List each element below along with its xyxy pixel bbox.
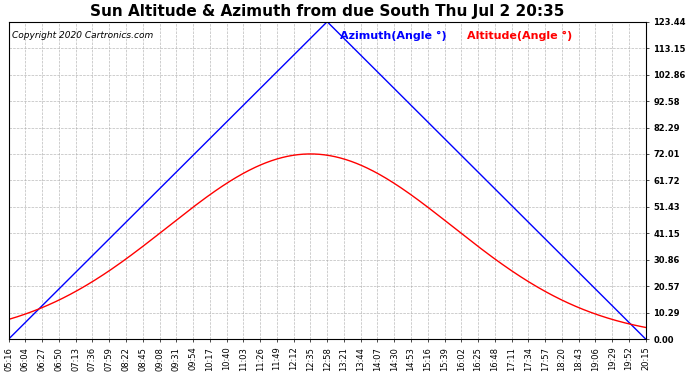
Text: Azimuth(Angle °): Azimuth(Angle °)	[340, 31, 446, 41]
Text: Copyright 2020 Cartronics.com: Copyright 2020 Cartronics.com	[12, 31, 153, 40]
Title: Sun Altitude & Azimuth from due South Thu Jul 2 20:35: Sun Altitude & Azimuth from due South Th…	[90, 4, 564, 19]
Text: Altitude(Angle °): Altitude(Angle °)	[467, 31, 573, 41]
